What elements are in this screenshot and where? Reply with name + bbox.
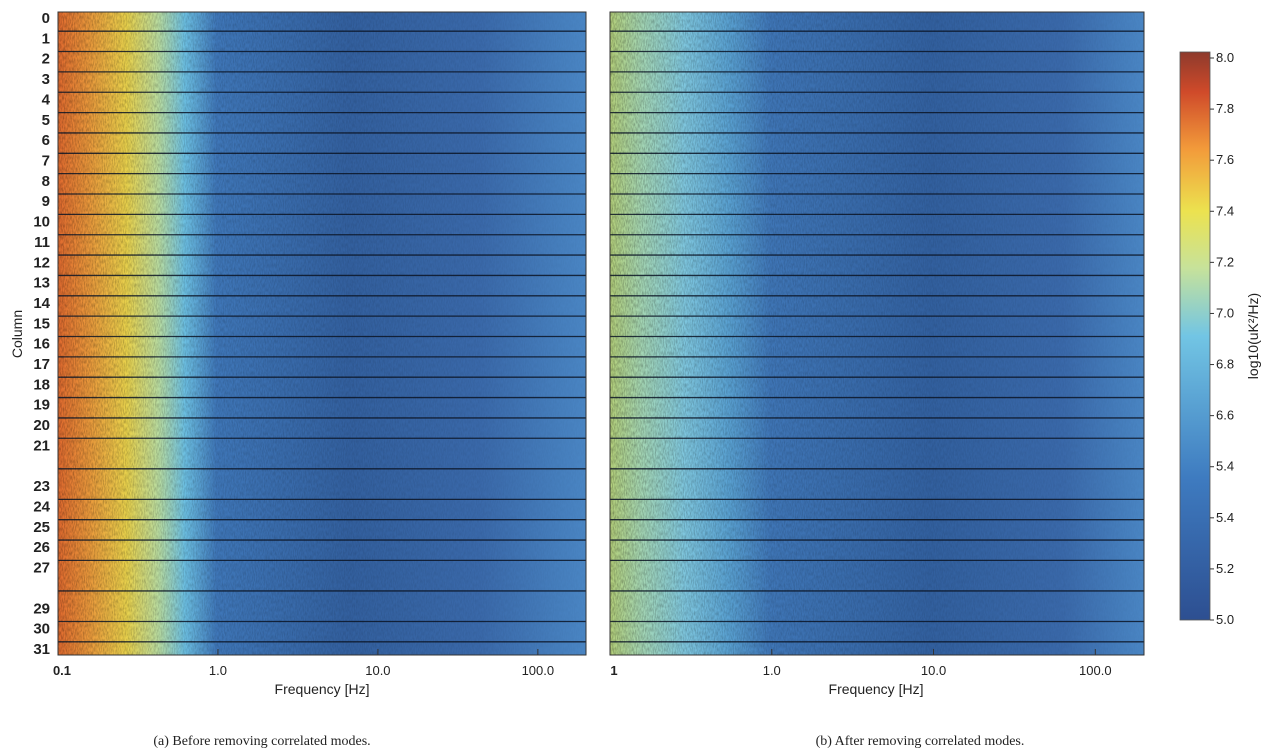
row-label-2: 2 [42,51,50,68]
x-tick-label: 0.1 [53,663,71,678]
panel-b-x-ticks: 1 1.0 10.0 100.0 [609,649,1112,678]
panel-b-after: 1 1.0 10.0 100.0 Frequency [Hz] (b) After r… [609,11,1145,749]
row-label-31: 31 [33,641,50,658]
panel-a-x-ticks: 0.1 1.0 10.0 100.0 [53,649,554,678]
row-label-1: 1 [42,30,50,47]
row-label-26: 26 [33,539,50,556]
panel-b-caption: (b) After removing correlated modes. [816,734,1025,749]
panel-a-texture [58,12,586,655]
panel-a-xlabel: Frequency [Hz] [275,681,370,697]
panel-a-row-separators [58,30,586,643]
row-label-9: 9 [42,193,50,210]
colorbar-tick-label: 5.2 [1216,561,1234,576]
colorbar-tick-label: 5.4 [1216,459,1234,474]
row-label-15: 15 [33,315,50,332]
x-tick-label: 100.0 [522,663,555,678]
colorbar-tick-label: 7.0 [1216,305,1234,320]
colorbar-tick-label: 5.4 [1216,510,1234,525]
colorbar-label: log10(uK²/Hz) [1245,293,1261,379]
panel-b-row-separators [610,30,1144,643]
panel-a-before: 0123456789101112131415161718192021232425… [9,10,587,749]
row-label-18: 18 [33,376,50,393]
colorbar-tick-label: 6.8 [1216,357,1234,372]
colorbar-gradient [1179,51,1211,621]
row-label-11: 11 [34,234,50,251]
x-tick-label: 10.0 [365,663,390,678]
colorbar-tick-label: 7.2 [1216,254,1234,269]
colorbar-ticks: 8.0 7.8 7.6 7.4 7.2 7.0 6.8 6.6 5.4 5.4 5.2 5.0 [1210,50,1234,627]
colorbar-tick-label: 7.4 [1216,203,1234,218]
x-tick-label: 1.0 [209,663,227,678]
row-label-21: 21 [33,437,50,454]
row-label-4: 4 [42,91,51,108]
row-label-14: 14 [33,295,50,312]
row-label-23: 23 [33,478,50,495]
colorbar-tick-label: 6.6 [1216,408,1234,423]
row-label-17: 17 [33,356,50,373]
row-label-13: 13 [33,275,50,292]
row-label-8: 8 [42,173,50,190]
colorbar-tick-label: 7.6 [1216,152,1234,167]
row-label-0: 0 [42,10,50,27]
row-label-7: 7 [42,152,50,169]
colorbar-tick-label: 8.0 [1216,50,1234,65]
row-label-6: 6 [42,132,50,149]
row-label-16: 16 [33,336,50,353]
x-tick-label: 100.0 [1079,663,1112,678]
row-label-3: 3 [42,71,50,88]
row-label-10: 10 [33,214,50,231]
panel-b-texture [610,12,1144,655]
colorbar-tick-label: 5.0 [1216,612,1234,627]
row-label-19: 19 [33,397,50,414]
row-label-29: 29 [33,600,50,617]
row-label-27: 27 [33,560,50,577]
x-tick-label: 1.0 [763,663,781,678]
row-label-12: 12 [33,254,50,271]
row-label-25: 25 [33,519,50,536]
row-label-20: 20 [33,417,50,434]
row-label-5: 5 [42,112,50,129]
row-label-24: 24 [33,499,50,516]
panel-a-ylabel: Column [9,310,25,358]
colorbar-tick-label: 7.8 [1216,101,1234,116]
row-label-30: 30 [33,621,50,638]
panel-a-frame [57,11,587,656]
panel-b-frame [609,11,1145,656]
x-tick-label: 1 [610,663,617,678]
panel-a-caption: (a) Before removing correlated modes. [153,734,370,749]
x-tick-label: 10.0 [921,663,946,678]
panel-a-row-labels: 0123456789101112131415161718192021232425… [33,10,50,658]
colorbar: 8.0 7.8 7.6 7.4 7.2 7.0 6.8 6.6 5.4 5.4 5.2 5.0 log… [1179,50,1261,627]
panel-b-xlabel: Frequency [Hz] [829,681,924,697]
